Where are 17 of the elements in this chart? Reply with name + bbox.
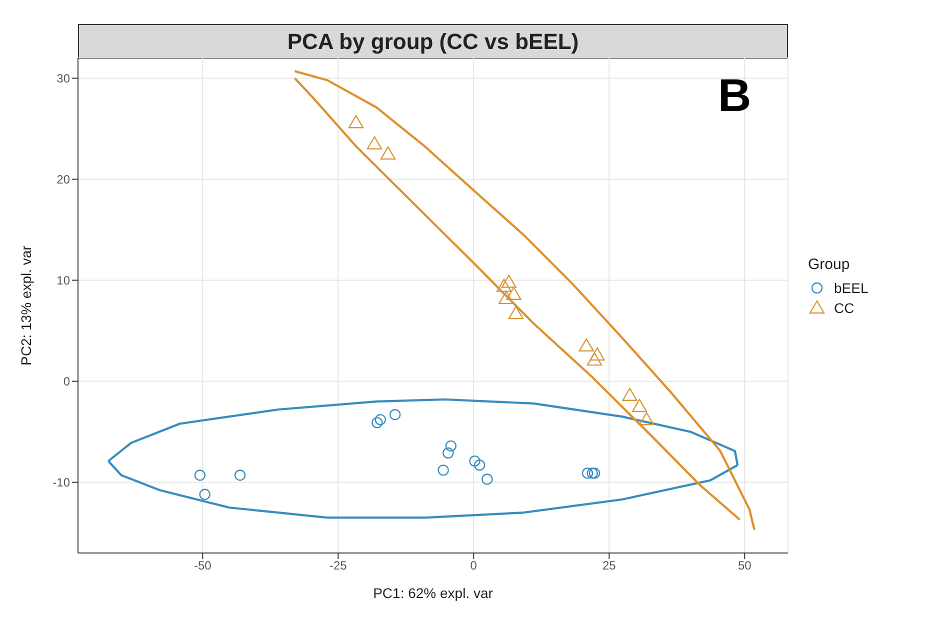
x-tick-label: 50 <box>738 558 752 573</box>
x-tick-label: 0 <box>470 558 478 573</box>
x-axis-title: PC1: 62% expl. var <box>373 585 494 601</box>
legend-title: Group <box>808 256 851 272</box>
chart-title: PCA by group (CC vs bEEL) <box>78 24 788 59</box>
y-axis-title: PC2: 13% expl. var <box>18 245 34 366</box>
y-tick-label: 0 <box>63 374 70 389</box>
x-tick-label: -50 <box>194 558 212 573</box>
y-tick-label: 10 <box>56 274 70 288</box>
legend-label: bEEL <box>834 280 868 296</box>
legend-label: CC <box>834 300 854 316</box>
y-tick-label: 20 <box>56 172 70 186</box>
y-tick-label: 30 <box>56 71 70 86</box>
x-tick-label: -25 <box>329 558 348 573</box>
x-tick-label: 25 <box>602 558 616 573</box>
annotation: B <box>718 68 752 122</box>
y-tick-label: -10 <box>52 476 70 490</box>
